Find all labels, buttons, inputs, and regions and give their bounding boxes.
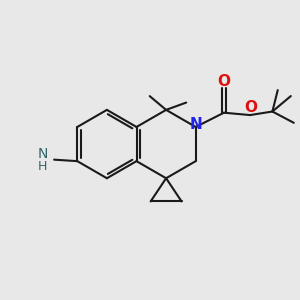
Text: N: N [38,147,48,161]
Text: H: H [38,160,47,173]
Text: O: O [218,74,230,89]
Text: O: O [244,100,257,115]
Text: N: N [190,117,203,132]
